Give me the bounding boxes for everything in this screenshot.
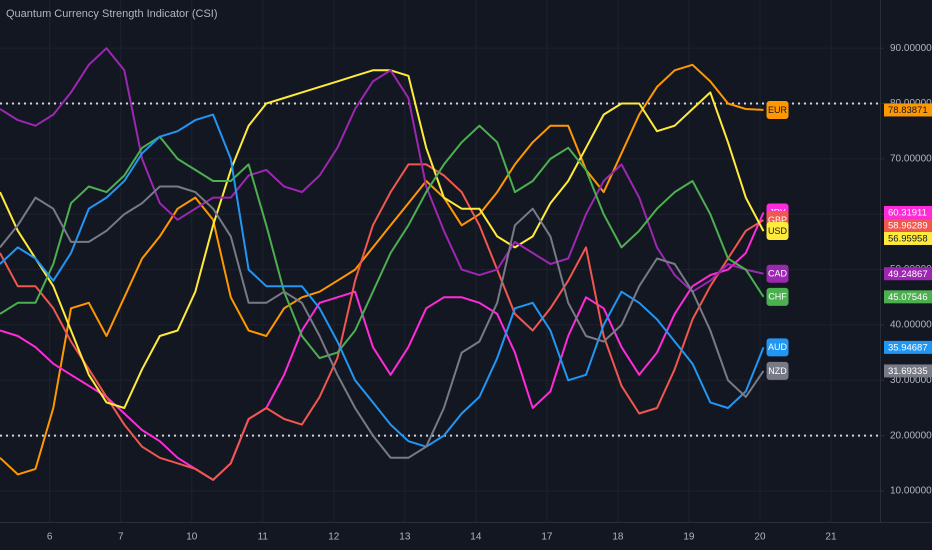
- series-line: [0, 47, 764, 293]
- series-line: [0, 69, 765, 409]
- grid: [0, 0, 880, 522]
- badges: EUR78.83871JPY60.31911GBP58.96289USD56.9…: [766, 100, 932, 380]
- legend-badge: [766, 100, 789, 119]
- legend-badge: [766, 287, 789, 306]
- price-badge: [884, 103, 932, 117]
- price-label: 31.69335: [888, 366, 928, 377]
- legend-label: CHF: [768, 292, 787, 302]
- y-tick-label: 30.00000: [890, 375, 932, 386]
- x-tick-label: 11: [258, 532, 269, 543]
- price-badge: [884, 290, 932, 304]
- legend-badge: [766, 222, 789, 241]
- legend-badge: [766, 338, 789, 357]
- legend-label: NZD: [768, 366, 787, 376]
- y-tick-label: 10.00000: [890, 486, 932, 497]
- price-badge: [884, 340, 932, 354]
- series-line: [0, 63, 764, 476]
- chart-title: Quantum Currency Strength Indicator (CSI…: [6, 8, 218, 20]
- x-tick-label: 21: [825, 532, 837, 543]
- legend-badge: [766, 361, 789, 380]
- price-badge: [884, 364, 932, 378]
- y-tick-label: 40.00000: [890, 320, 932, 331]
- series-line: [0, 212, 765, 481]
- legend-badge: [766, 264, 789, 283]
- price-badge: [884, 205, 932, 219]
- price-label: 78.83871: [888, 105, 928, 116]
- price-label: 56.95958: [888, 233, 928, 244]
- y-tick-label: 70.00000: [890, 154, 932, 165]
- price-label: 58.96289: [888, 220, 928, 231]
- x-tick-label: 17: [541, 532, 553, 543]
- legend-label: USD: [768, 226, 788, 236]
- x-tick-label: 14: [470, 532, 482, 543]
- legend-label: AUD: [768, 342, 788, 352]
- y-tick-label: 90.00000: [890, 43, 932, 54]
- series-line: [0, 163, 765, 481]
- price-label: 45.07546: [888, 292, 928, 303]
- plot-area: [0, 47, 880, 481]
- price-badge: [884, 231, 932, 245]
- x-tick-label: 6: [47, 532, 53, 543]
- x-tick-label: 19: [683, 532, 695, 543]
- x-tick-label: 10: [186, 532, 198, 543]
- legend-label: GBP: [768, 215, 787, 225]
- x-tick-label: 20: [754, 532, 766, 543]
- price-badge: [884, 218, 932, 232]
- legend-label: CAD: [768, 269, 788, 279]
- y-tick-label: 20.00000: [890, 430, 932, 441]
- series-line: [0, 124, 765, 360]
- price-label: 60.31911: [888, 207, 927, 218]
- x-tick-label: 7: [118, 532, 124, 543]
- legend-label: EUR: [768, 105, 788, 115]
- x-tick-label: 12: [328, 532, 340, 543]
- x-tick-label: 13: [399, 532, 411, 543]
- x-tick-label: 18: [612, 532, 624, 543]
- series-line: [0, 113, 765, 448]
- price-badge: [884, 267, 932, 281]
- price-label: 49.24867: [888, 269, 928, 280]
- price-label: 35.94687: [888, 342, 928, 353]
- series-line: [0, 185, 765, 459]
